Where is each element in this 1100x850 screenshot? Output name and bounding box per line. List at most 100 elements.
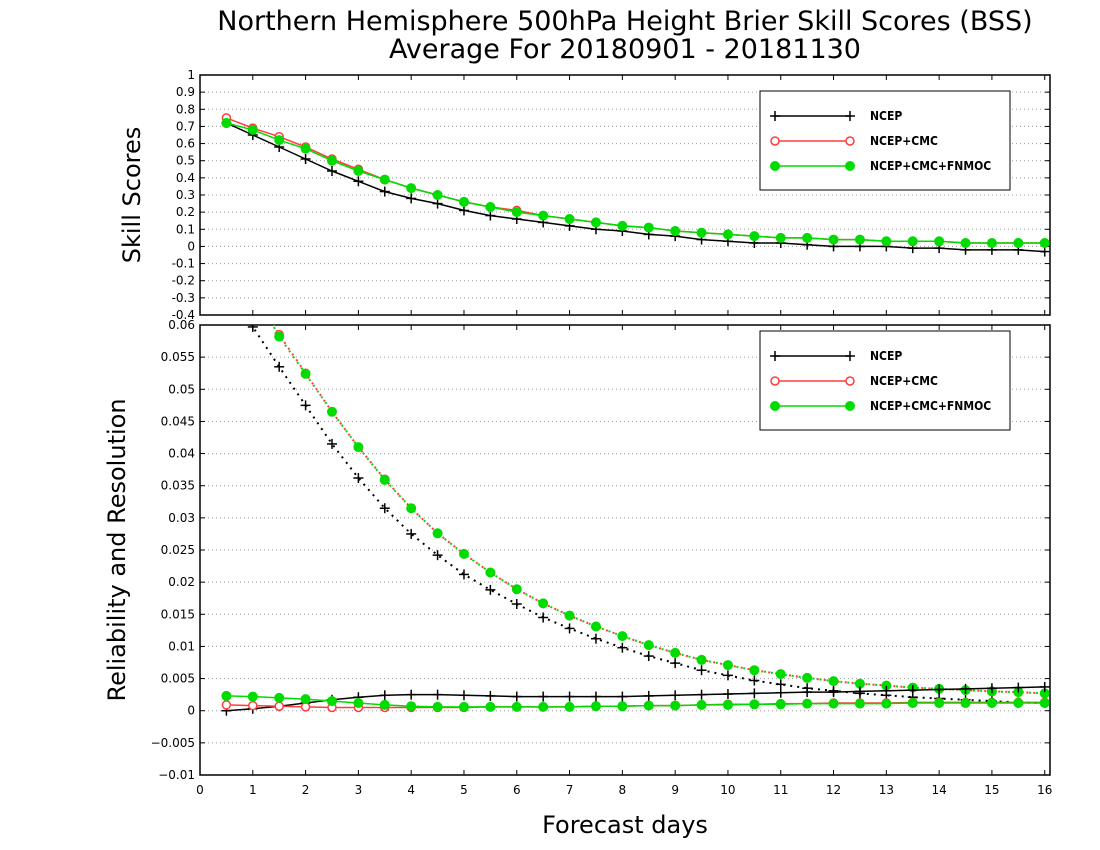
data-point — [485, 567, 496, 578]
data-point — [326, 155, 337, 166]
data-point — [564, 701, 575, 712]
data-point — [353, 473, 364, 483]
x-tick-label: 16 — [1037, 783, 1052, 797]
legend-entry-ncep: NCEP — [770, 349, 902, 363]
y-tick-label: 0.05 — [168, 382, 195, 396]
y-tick-label: -0.1 — [172, 257, 195, 271]
data-point — [353, 166, 364, 176]
x-axis-label: Forecast days — [542, 811, 708, 839]
data-point — [221, 690, 232, 701]
data-point — [828, 676, 839, 687]
x-tick-label: 4 — [407, 783, 415, 797]
data-point — [986, 683, 997, 694]
data-point — [828, 687, 839, 698]
data-point — [485, 210, 496, 221]
data-point — [960, 683, 971, 694]
data-point — [221, 700, 232, 710]
reliability-resolution-panel: −0.01 −0.005 0 0.005 0.01 0.015 0.02 0.025 0.03 0… — [151, 282, 1053, 797]
data-point — [538, 598, 549, 609]
data-point — [485, 584, 496, 595]
data-point — [379, 186, 390, 197]
data-point — [379, 474, 390, 485]
data-point — [854, 686, 865, 697]
data-point — [564, 214, 575, 224]
y-tick-label: -0.4 — [172, 308, 195, 322]
data-point — [274, 135, 285, 146]
y-tick-label: 0.01 — [168, 639, 195, 653]
data-point — [247, 691, 258, 702]
data-point — [406, 183, 417, 194]
legend-entry-ncep: NCEP — [770, 109, 902, 123]
data-point — [934, 236, 945, 247]
x-tick-label: 2 — [302, 783, 310, 797]
y-tick-label: −0.01 — [158, 768, 195, 782]
data-point — [934, 684, 945, 695]
y-tick-label: -0.2 — [172, 274, 195, 288]
data-point — [406, 528, 417, 539]
y-tick-label: 0.045 — [161, 414, 195, 428]
y-tick-label: 0.9 — [176, 85, 195, 99]
data-point — [538, 691, 549, 702]
x-tick-label: 9 — [671, 783, 679, 797]
x-tick-label: 8 — [619, 783, 627, 797]
legend-label: NCEP+CMC+FNMOC — [870, 399, 991, 413]
y-tick-label: 0.03 — [168, 511, 195, 525]
data-point — [828, 234, 839, 245]
y-tick-label: 0.8 — [176, 102, 195, 116]
data-point — [511, 691, 522, 702]
data-point — [326, 406, 337, 417]
data-point — [458, 196, 469, 207]
data-point — [722, 699, 733, 710]
data-point — [300, 143, 311, 154]
y-tick-label: 0.04 — [168, 447, 195, 461]
y-tick-label: 0 — [187, 704, 195, 718]
data-point — [590, 217, 601, 228]
data-point — [960, 698, 971, 708]
data-point — [749, 699, 760, 710]
data-point — [881, 236, 892, 247]
y-tick-label: -0.3 — [172, 291, 195, 305]
data-point — [458, 569, 469, 580]
data-point — [881, 685, 892, 696]
y-tick-label: 0.6 — [176, 137, 195, 151]
data-point — [406, 689, 417, 700]
data-point — [590, 621, 601, 632]
data-point — [1039, 698, 1050, 708]
data-point — [379, 690, 390, 701]
data-point — [485, 701, 496, 712]
x-tick-label: 0 — [196, 783, 204, 797]
data-point — [643, 690, 654, 701]
data-point — [802, 698, 813, 709]
data-point — [249, 282, 257, 290]
series-line — [272, 325, 1045, 695]
series-ncep-cmc — [221, 697, 1050, 713]
data-point — [670, 700, 681, 711]
data-point — [1039, 238, 1050, 248]
data-point — [934, 698, 945, 708]
data-point — [670, 647, 681, 658]
data-point — [458, 548, 469, 559]
y-tick-label: 0.06 — [168, 318, 195, 332]
data-point — [643, 222, 654, 233]
data-point — [775, 699, 786, 710]
data-point — [986, 238, 997, 248]
y-tick-label: −0.005 — [151, 736, 195, 750]
x-tick-label: 7 — [566, 783, 574, 797]
data-point — [406, 503, 417, 514]
data-point — [775, 669, 786, 680]
data-point — [326, 166, 337, 176]
legend-label: NCEP+CMC — [870, 134, 938, 148]
data-point — [406, 701, 417, 712]
data-point — [617, 701, 628, 712]
data-point — [458, 701, 469, 712]
series-ncep — [221, 681, 1050, 716]
data-point — [326, 696, 337, 707]
y-axis-label-reliability-resolution: Reliability and Resolution — [103, 398, 131, 701]
data-point — [406, 193, 417, 204]
data-point — [802, 232, 813, 243]
data-point — [432, 550, 443, 561]
x-tick-label: 1 — [249, 783, 257, 797]
data-point — [353, 442, 364, 453]
data-point — [722, 670, 733, 681]
data-point — [274, 361, 285, 372]
